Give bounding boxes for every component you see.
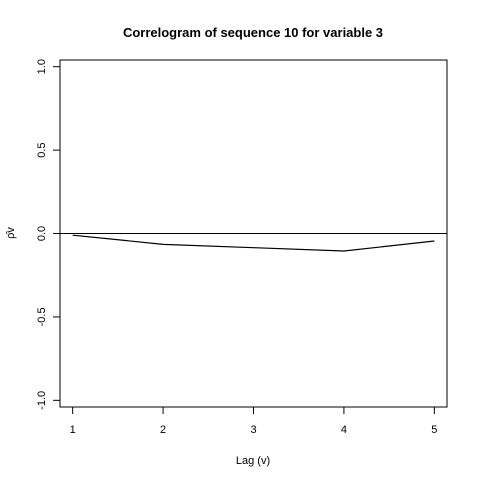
y-tick-label: -1.0 [36,391,48,410]
x-tick-label: 1 [70,424,76,436]
y-axis-label: ρ̂v [5,227,17,239]
x-tick-label: 2 [160,424,166,436]
chart-title: Correlogram of sequence 10 for variable … [123,25,383,40]
y-tick-label: 1.0 [36,59,48,74]
correlation-series-line [72,234,435,252]
x-axis-label: Lag (v) [236,455,270,467]
x-axis: 1 2 3 4 5 [70,407,437,436]
y-tick-label: 0.5 [36,142,48,157]
x-tick-label: 5 [431,424,437,436]
x-tick-label: 3 [250,424,256,436]
y-tick-label: -0.5 [36,307,48,326]
y-axis: -1.0 -0.5 0.0 0.5 1.0 [36,59,60,410]
y-tick-label: 0.0 [36,226,48,241]
x-tick-label: 4 [341,424,347,436]
